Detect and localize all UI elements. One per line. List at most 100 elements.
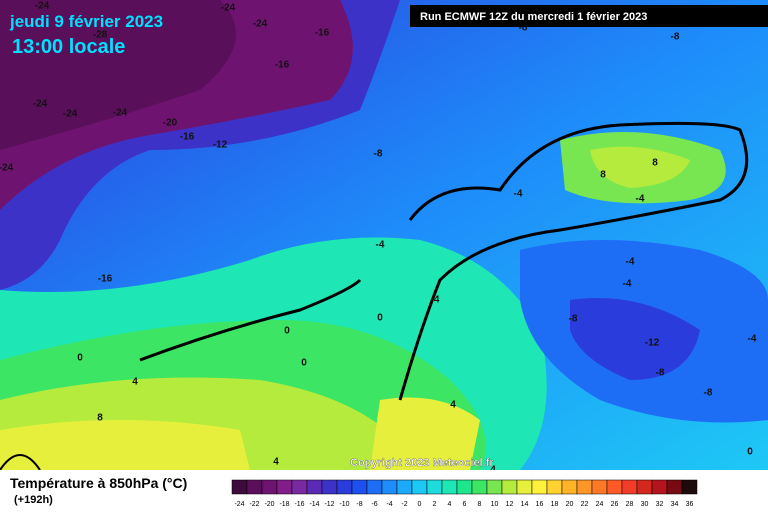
contour-label: -24 xyxy=(0,163,14,174)
colorbar-label: 6 xyxy=(463,501,467,508)
color-swatch xyxy=(291,479,308,495)
color-swatch xyxy=(261,479,278,495)
contour-label: -4 xyxy=(636,194,645,205)
colorbar-label: 24 xyxy=(596,501,604,508)
colorbar-label: 4 xyxy=(448,501,452,508)
color-swatch xyxy=(471,479,488,495)
contour-label: -4 xyxy=(376,240,385,251)
colorbar-label: 30 xyxy=(641,501,649,508)
contour-label: -28 xyxy=(93,30,108,41)
contour-label: -8 xyxy=(374,149,383,160)
colorbar-label: -8 xyxy=(356,501,362,508)
contour-label: -16 xyxy=(98,274,113,285)
contour-label: 0 xyxy=(301,358,307,369)
color-swatch xyxy=(411,479,428,495)
colorbar-label: -16 xyxy=(294,501,304,508)
colorbar-label: 34 xyxy=(671,501,679,508)
color-swatch xyxy=(366,479,383,495)
contour-label: -8 xyxy=(656,368,665,379)
colorbar-label: -2 xyxy=(401,501,407,508)
contour-label: 0 xyxy=(77,353,83,364)
color-swatch xyxy=(486,479,503,495)
colorbar-label: -6 xyxy=(371,501,377,508)
color-swatch xyxy=(666,479,683,495)
color-swatch xyxy=(306,479,323,495)
contour-label: 8 xyxy=(652,158,658,169)
color-swatch xyxy=(426,479,443,495)
color-swatch xyxy=(636,479,653,495)
contour-label: -24 xyxy=(35,1,50,12)
contour-labels: -24 -24-24-28 -16-16-24-24 -24-20-16-12-8-2… xyxy=(0,1,757,476)
color-swatch xyxy=(381,479,398,495)
colorbar-label: 8 xyxy=(478,501,482,508)
color-swatch xyxy=(651,479,668,495)
contour-label: 8 xyxy=(600,170,606,181)
contour-label: -12 xyxy=(645,338,660,349)
contour-label: -4 xyxy=(431,295,440,306)
color-swatch xyxy=(441,479,458,495)
contour-label: -8 xyxy=(671,32,680,43)
colorbar-label: 0 xyxy=(418,501,422,508)
color-swatch xyxy=(276,479,293,495)
contour-label: 4 xyxy=(132,377,138,388)
contour-label: -24 xyxy=(33,99,48,110)
contour-label: -4 xyxy=(748,334,757,345)
date: jeudi 9 février 2023 xyxy=(9,12,163,31)
map xyxy=(0,0,768,471)
contour-label: 0 xyxy=(284,326,290,337)
contour-label: 0 xyxy=(747,447,753,458)
color-swatch xyxy=(546,479,563,495)
contour-label: -12 xyxy=(213,140,228,151)
contour-label: 4 xyxy=(273,457,279,468)
colorbar-label: -10 xyxy=(339,501,349,508)
contour-label: -8 xyxy=(704,388,713,399)
contour-label: -20 xyxy=(163,118,178,129)
run: Run ECMWF 12Z du mercredi 1 février 2023 xyxy=(420,11,647,23)
contour-label: -8 xyxy=(519,23,528,34)
colorbar-label: -12 xyxy=(324,501,334,508)
colorbar-label: 32 xyxy=(656,501,664,508)
contour-label: -4 xyxy=(626,257,635,268)
contour-label: -4 xyxy=(514,189,523,200)
colorbar-label: -24 xyxy=(234,501,244,508)
copyright: Copyright 2023 Meteociel.fr xyxy=(350,457,494,469)
contour-label: -16 xyxy=(180,132,195,143)
colorbar-label: 14 xyxy=(521,501,529,508)
colorbar-label: 26 xyxy=(611,501,619,508)
color-swatch xyxy=(336,479,353,495)
colorbar-label: -22 xyxy=(249,501,259,508)
colorbar-label: 10 xyxy=(491,501,499,508)
contour-label: 8 xyxy=(97,413,103,424)
colorbar-label: 20 xyxy=(566,501,574,508)
contour-label: -4 xyxy=(623,279,632,290)
contour-label: -24 xyxy=(63,109,78,120)
colorbar-label: -14 xyxy=(309,501,319,508)
color-swatch xyxy=(321,479,338,495)
color-swatch xyxy=(606,479,623,495)
run-box xyxy=(410,5,768,27)
color-swatch xyxy=(591,479,608,495)
contour-label: -8 xyxy=(569,314,578,325)
contour-label: 4 xyxy=(450,400,456,411)
colorbar-label: -4 xyxy=(386,501,392,508)
contour-label: -24 xyxy=(221,3,236,14)
color-swatch xyxy=(531,479,548,495)
colorbar-label: 28 xyxy=(626,501,634,508)
colorbar-label: 22 xyxy=(581,501,589,508)
color-swatch xyxy=(621,479,638,495)
contour-label: -16 xyxy=(315,28,330,39)
contour-label: -16 xyxy=(275,60,290,71)
colorbar-label: 36 xyxy=(686,501,694,508)
colorbar-label: 2 xyxy=(433,501,437,508)
colorbar: -24 -22 -20 -18 -16 -14 -12 -10 -8 -6 -4 -2 0 2 4 6 8 10 1… xyxy=(231,479,698,508)
contour-label: 0 xyxy=(377,313,383,324)
time: 13:00 locale xyxy=(12,36,125,58)
color-swatch xyxy=(501,479,518,495)
color-swatch xyxy=(246,479,263,495)
color-swatch xyxy=(561,479,578,495)
colorbar-label: -18 xyxy=(279,501,289,508)
lead-time: (+192h) xyxy=(14,494,53,506)
color-swatch xyxy=(516,479,533,495)
contour-label: -24 xyxy=(253,19,268,30)
